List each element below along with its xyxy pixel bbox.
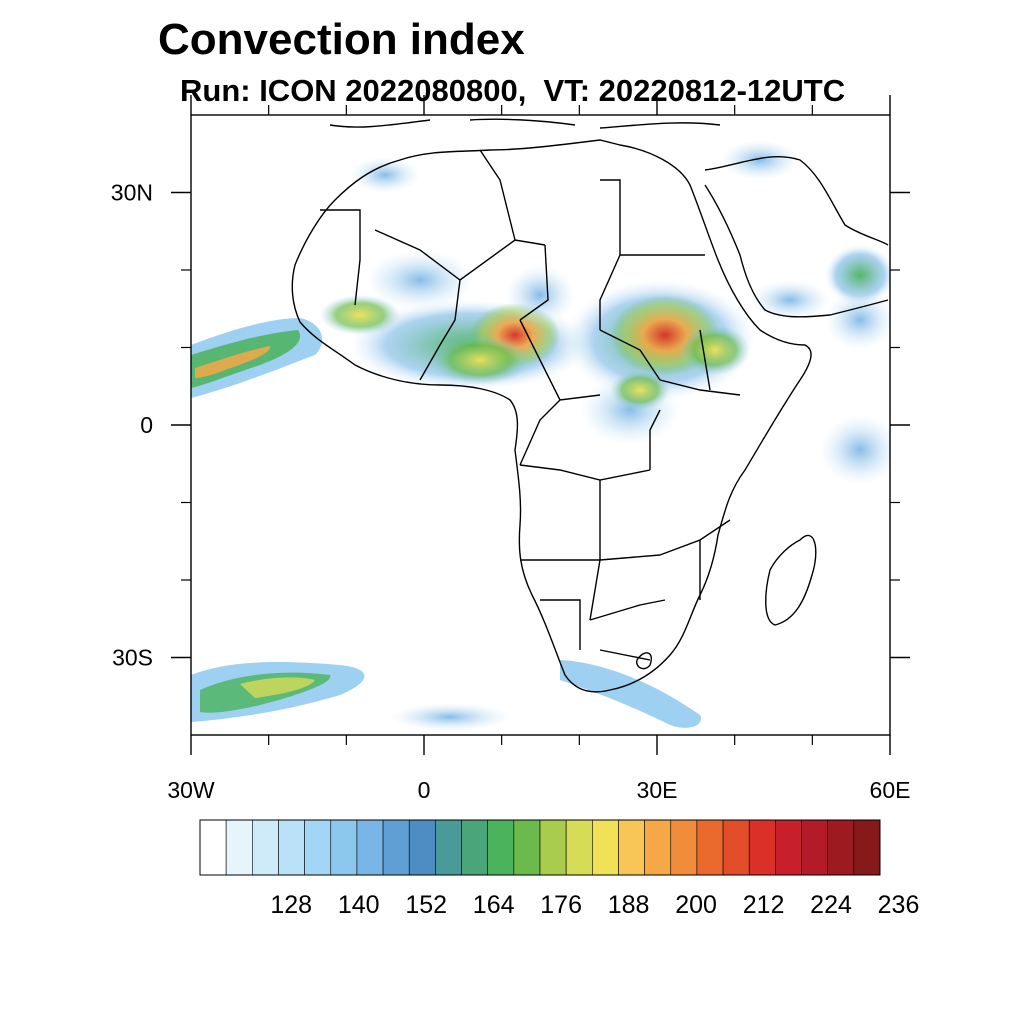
colorbar-bin bbox=[252, 819, 279, 876]
colorbar-bin bbox=[225, 819, 253, 876]
lat-label: 30S bbox=[112, 645, 153, 671]
colorbar-bin bbox=[775, 819, 802, 876]
lat-label: 0 bbox=[140, 412, 153, 438]
colorbar-bin bbox=[435, 819, 462, 876]
arabia-coastline bbox=[704, 155, 889, 318]
axis-labels: 30N 0 30S 30W 0 30E 60E bbox=[111, 180, 911, 804]
colorbar-frame bbox=[199, 819, 881, 876]
lon-label: 30W bbox=[167, 777, 215, 803]
colorbar-bin bbox=[618, 819, 645, 876]
convection-shading bbox=[191, 140, 890, 731]
colorbar-bin bbox=[696, 819, 724, 876]
colorbar-bin bbox=[644, 819, 672, 876]
africa-coastline bbox=[291, 139, 812, 693]
colorbar-bin bbox=[487, 819, 515, 876]
atlantic-convection-hot bbox=[195, 346, 271, 378]
colorbar-label: 224 bbox=[810, 891, 852, 919]
colorbar-label: 152 bbox=[405, 891, 447, 919]
colorbar-label: 176 bbox=[540, 891, 582, 919]
colorbar-label: 212 bbox=[743, 891, 785, 919]
colorbar-bin bbox=[278, 819, 305, 876]
colorbar-bin bbox=[827, 819, 855, 876]
colorbar-bin bbox=[801, 819, 828, 876]
madagascar-coastline bbox=[765, 534, 817, 626]
colorbar-bin bbox=[722, 819, 750, 876]
run-valid-time-subtitle: Run: ICON 2022080800, VT: 20220812-12UTC bbox=[180, 73, 846, 108]
colorbar-label: 188 bbox=[608, 891, 650, 919]
colorbar-label: 164 bbox=[473, 891, 515, 919]
colorbar-bin bbox=[408, 819, 436, 876]
lat-label: 30N bbox=[111, 180, 153, 206]
map-frame bbox=[190, 114, 891, 736]
colorbar-bin bbox=[513, 819, 541, 876]
colorbar-bin bbox=[199, 819, 227, 876]
colorbar-label: 200 bbox=[675, 891, 717, 919]
lon-label: 60E bbox=[870, 777, 911, 803]
colorbar-label: 236 bbox=[878, 891, 920, 919]
country-borders bbox=[320, 149, 741, 661]
colorbar-bin bbox=[330, 819, 358, 876]
colorbar-label: 128 bbox=[270, 891, 312, 919]
colorbar-bin bbox=[592, 819, 619, 876]
colorbar-bin bbox=[853, 819, 881, 876]
lon-label: 0 bbox=[418, 777, 431, 803]
colorbar-bin bbox=[670, 819, 698, 876]
lon-label: 30E bbox=[637, 777, 678, 803]
colorbar-bin bbox=[461, 819, 488, 876]
colorbar-bin bbox=[356, 819, 384, 876]
colorbar-bin bbox=[565, 819, 593, 876]
axis-ticks bbox=[171, 95, 910, 755]
south-africa-band bbox=[560, 660, 701, 728]
colorbar-bin bbox=[539, 819, 567, 876]
colorbar-label: 140 bbox=[338, 891, 380, 919]
colorbar-bin bbox=[382, 819, 410, 876]
colorbar-bin bbox=[304, 819, 332, 876]
chart-title: Convection index bbox=[158, 15, 525, 64]
colorbar: 128 140 152 164 176 188 200 212 224 236 bbox=[199, 819, 920, 919]
colorbar-bin bbox=[748, 819, 776, 876]
coastlines-borders bbox=[291, 118, 889, 693]
